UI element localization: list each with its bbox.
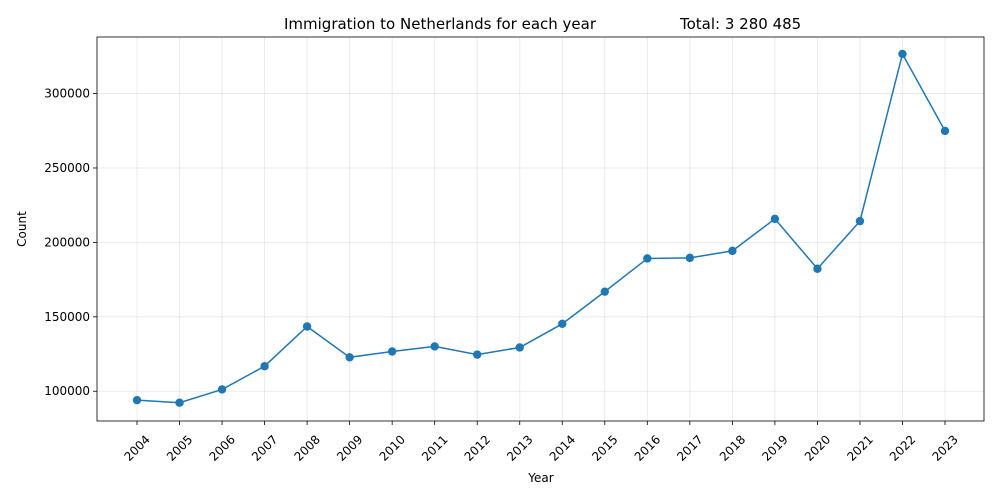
x-tick-label: 2018 [717, 432, 748, 463]
x-tick-label: 2008 [292, 432, 323, 463]
data-point [685, 253, 695, 263]
chart-title: Immigration to Netherlands for each year [284, 15, 597, 33]
y-tick-label: 150000 [44, 310, 90, 324]
series-layer [132, 49, 950, 407]
data-point [302, 322, 312, 331]
data-point [217, 385, 227, 394]
x-tick-label: 2004 [121, 432, 152, 463]
data-point [345, 353, 354, 362]
y-axis-label: Count [15, 211, 29, 247]
y-tick-label: 300000 [44, 87, 90, 101]
data-point [728, 246, 737, 256]
grid-layer [97, 37, 984, 421]
y-tick-label: 250000 [44, 161, 90, 175]
data-point [600, 287, 609, 296]
x-tick-label: 2012 [462, 432, 493, 463]
total-label: Total: 3 280 485 [679, 15, 801, 33]
x-tick-label: 2023 [929, 432, 960, 463]
x-tick-label: 2013 [504, 432, 535, 463]
data-point [813, 264, 822, 273]
x-tick-label: 2014 [547, 432, 578, 463]
data-point [473, 350, 482, 359]
x-tick-label: 2005 [164, 432, 195, 463]
data-point [898, 49, 907, 59]
data-point [387, 347, 397, 356]
x-tick-label: 2020 [802, 432, 833, 463]
x-tick-label: 2019 [759, 432, 790, 463]
x-tick-label: 2015 [589, 432, 620, 463]
data-point [558, 319, 567, 329]
x-axis-label: Year [527, 471, 553, 485]
axes-frame [96, 36, 985, 422]
x-tick-label: 2011 [419, 432, 450, 463]
series-line [136, 51, 946, 404]
x-tick-label: 2009 [334, 432, 365, 463]
data-point [260, 362, 269, 371]
y-tick-label: 200000 [44, 235, 90, 249]
x-tick-label: 2017 [674, 432, 705, 463]
data-point [515, 343, 524, 352]
x-tick-label: 2010 [377, 432, 408, 463]
plot-area-frame [96, 36, 985, 422]
data-point [430, 342, 439, 351]
x-tick-layer: 2004 2005 2006 2007 2008 2009 2010 2011 2012 2013… [121, 421, 961, 464]
x-tick-label: 2016 [632, 432, 663, 463]
data-point [643, 254, 652, 263]
data-point [940, 126, 950, 136]
y-tick-label: 100000 [44, 384, 90, 398]
x-tick-label: 2022 [887, 432, 918, 463]
x-tick-label: 2006 [206, 432, 237, 463]
y-tick-layer: 100000 150000 200000 250000 300000 [44, 87, 97, 398]
data-point [175, 398, 184, 407]
data-point [855, 216, 865, 226]
data-point [132, 395, 142, 405]
x-tick-label: 2021 [844, 432, 875, 463]
x-tick-label: 2007 [249, 432, 280, 463]
data-point [770, 214, 780, 224]
